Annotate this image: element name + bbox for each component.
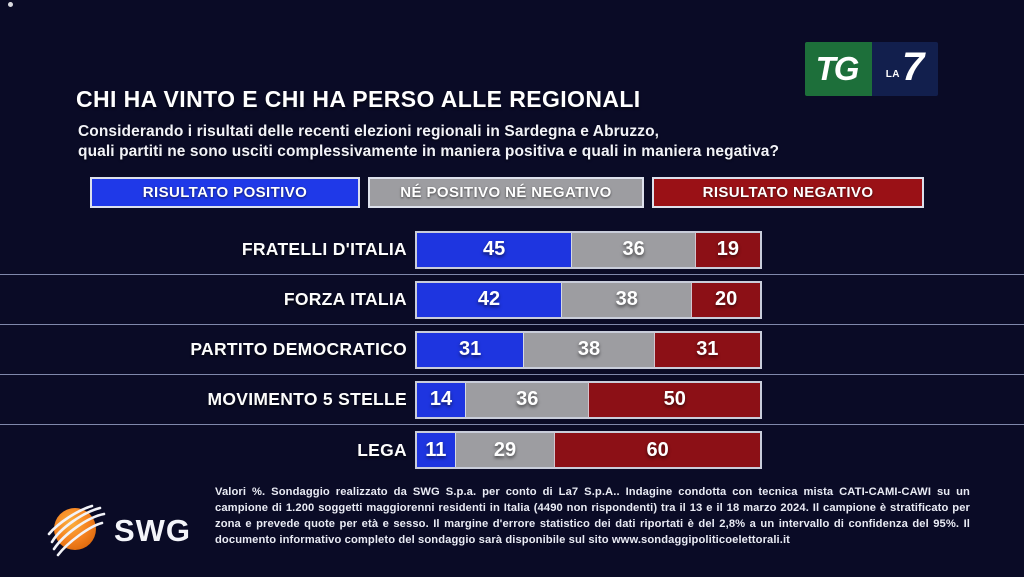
bar-segment-1: 36 [571,232,695,267]
stacked-bar: 45 36 19 [415,230,762,269]
page-title: CHI HA VINTO E CHI HA PERSO ALLE REGIONA… [76,86,641,112]
bar-segment-0: 42 [417,282,562,317]
stacked-bar: 11 29 60 [415,431,762,469]
chart-row-2: PARTITO DEMOCRATICO 31 38 31 [0,325,1024,375]
bar-segment-2: 50 [588,382,760,417]
methodology-disclaimer: Valori %. Sondaggio realizzato da SWG S.… [215,486,970,546]
legend-item-0: RISULTATO POSITIVO [90,177,360,208]
bar-segment-2: 31 [653,332,760,367]
bar-segment-1: 36 [465,382,589,417]
swg-globe-icon [47,504,106,557]
bar-segment-1: 38 [561,282,692,317]
chart-row-4: LEGA 11 29 60 [0,425,1024,475]
stacked-bar: 14 36 50 [415,380,762,419]
tg-logo-icon: TG [805,42,872,96]
screen-artifact-dot [8,2,13,7]
stacked-bar: 42 38 20 [415,280,762,319]
chart-row-0: FRATELLI D'ITALIA 45 36 19 [0,225,1024,275]
tgla7-logo: TG LA 7 [805,42,938,96]
legend: RISULTATO POSITIVO NÉ POSITIVO NÉ NEGATIV… [90,177,924,208]
bar-segment-0: 45 [417,232,572,267]
la7-logo-la: LA [885,68,901,80]
bar-segment-0: 11 [417,433,455,467]
swg-logo: SWG [42,498,191,564]
swg-logo-text: SWG [114,513,192,548]
bar-segment-0: 31 [417,332,524,367]
bar-segment-2: 60 [554,433,760,467]
bar-segment-2: 20 [691,282,760,317]
party-label: FRATELLI D'ITALIA [241,239,407,259]
la7-logo-icon: LA 7 [872,42,938,96]
bar-segment-1: 38 [523,332,654,367]
stacked-bar-chart: FRATELLI D'ITALIA 45 36 19 FORZA ITALIA 42 38 2… [0,225,1024,475]
party-label: MOVIMENTO 5 STELLE [207,389,407,409]
party-label: PARTITO DEMOCRATICO [190,339,407,359]
legend-item-1: NÉ POSITIVO NÉ NEGATIVO [368,177,644,208]
chart-row-3: MOVIMENTO 5 STELLE 14 36 50 [0,375,1024,425]
bar-segment-2: 19 [694,232,760,267]
party-label: FORZA ITALIA [283,289,407,309]
chart-row-1: FORZA ITALIA 42 38 20 [0,275,1024,325]
la7-logo-seven: 7 [902,44,925,89]
party-label: LEGA [357,439,407,460]
poll-question: Considerando i risultati delle recenti e… [78,123,780,161]
stacked-bar: 31 38 31 [415,330,762,369]
tg-logo-text: TG [815,50,860,87]
bar-segment-0: 14 [417,382,466,417]
legend-item-2: RISULTATO NEGATIVO [652,177,924,208]
bar-segment-1: 29 [454,433,555,467]
